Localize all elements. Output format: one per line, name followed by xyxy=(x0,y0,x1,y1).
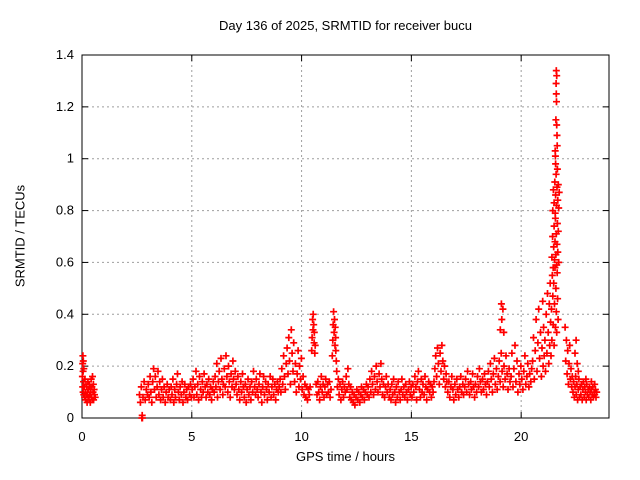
y-tick-label: 0.8 xyxy=(56,203,74,218)
y-tick-label: 1.4 xyxy=(56,47,74,62)
plot-border xyxy=(81,54,610,419)
y-tick-label: 0 xyxy=(67,410,74,425)
x-tick-label: 0 xyxy=(78,429,85,444)
chart-title: Day 136 of 2025, SRMTID for receiver buc… xyxy=(219,18,472,33)
y-tick-label: 1 xyxy=(67,151,74,166)
x-tick-label: 15 xyxy=(404,429,418,444)
x-tick-label: 5 xyxy=(188,429,195,444)
data-points xyxy=(78,67,601,422)
x-tick-label: 10 xyxy=(294,429,308,444)
y-tick-label: 0.2 xyxy=(56,358,74,373)
y-tick-label: 0.6 xyxy=(56,254,74,269)
x-tick-label: 20 xyxy=(514,429,528,444)
y-tick-label: 1.2 xyxy=(56,99,74,114)
y-tick-label: 0.4 xyxy=(56,306,74,321)
x-axis-label: GPS time / hours xyxy=(296,449,395,464)
